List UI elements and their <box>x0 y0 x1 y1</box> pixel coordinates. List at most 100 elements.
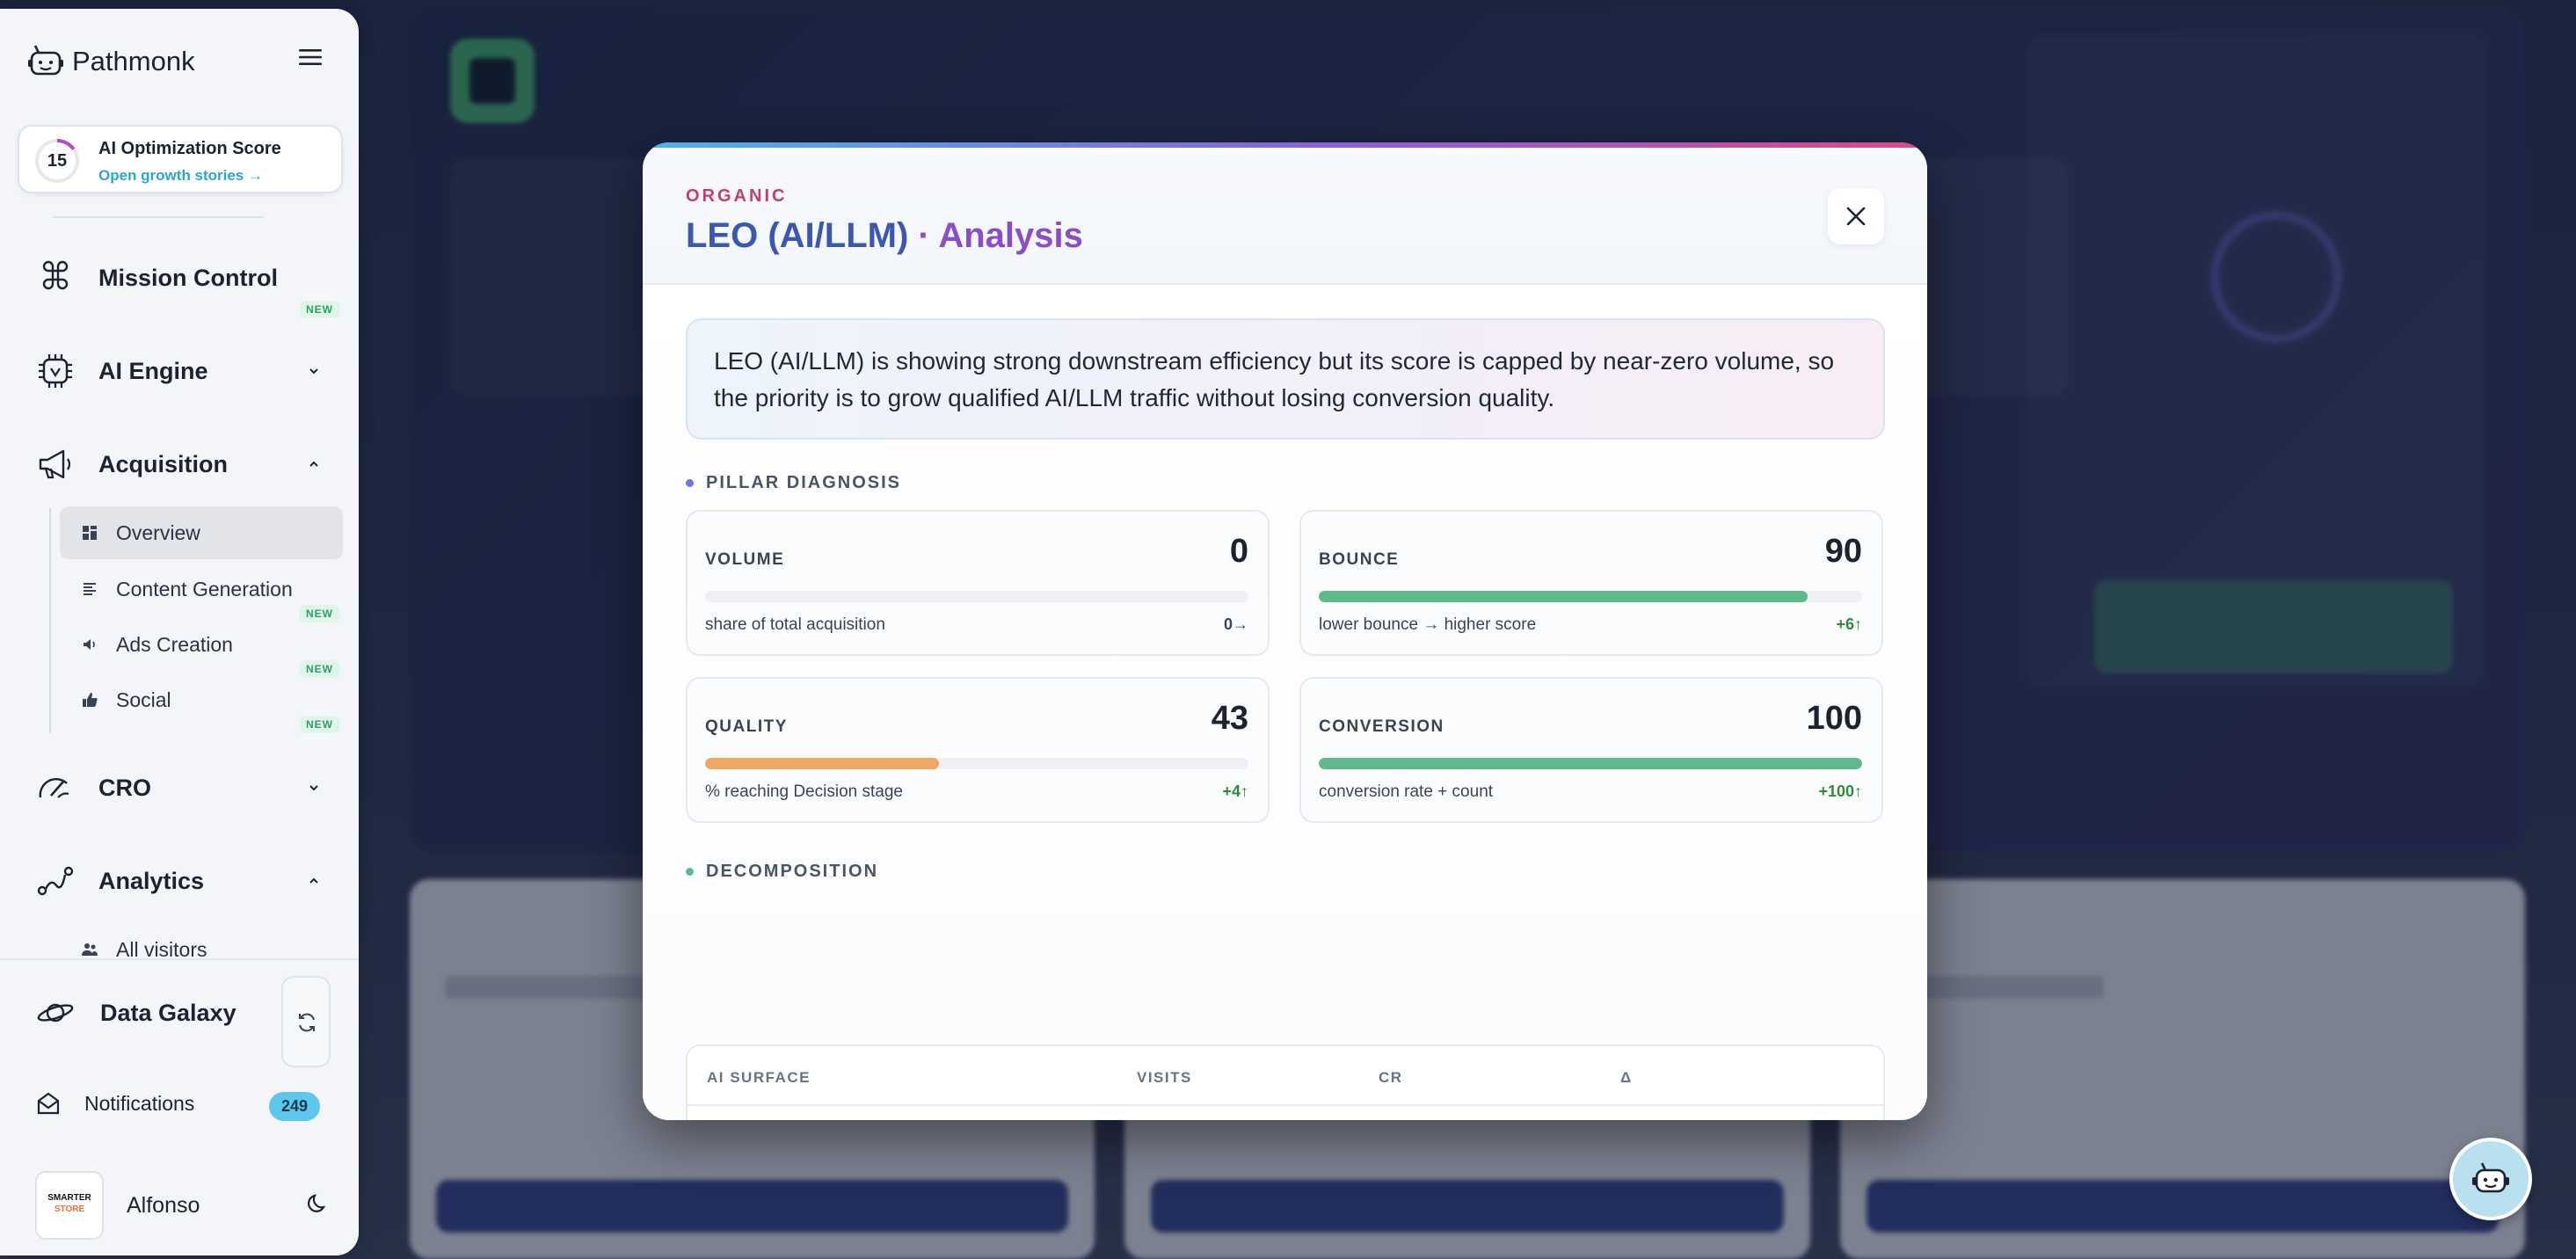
score-ring-icon <box>35 139 79 183</box>
table-header: AI SURFACE VISITS CR Δ <box>688 1046 1883 1106</box>
section-title: PILLAR DIAGNOSIS <box>706 473 902 492</box>
modal-accent-bar <box>643 142 1927 148</box>
background-logo <box>450 39 535 123</box>
data-galaxy-button[interactable]: Data Galaxy <box>35 995 236 1030</box>
modal-eyebrow: ORGANIC <box>686 186 788 206</box>
column-header: Δ <box>1620 1069 1633 1086</box>
sidebar-item-overview[interactable]: Overview <box>60 506 343 559</box>
sidebar: Pathmonk 15 AI Optimization Score Open g… <box>0 9 359 1255</box>
pillar-diagnosis-heading: PILLAR DIAGNOSIS <box>686 473 901 493</box>
assistant-bot-button[interactable] <box>2449 1138 2532 1220</box>
pillar-progress-fill <box>1319 758 1862 769</box>
score-value: 15 <box>47 151 68 171</box>
avatar: SMARTER STORE <box>35 1171 104 1240</box>
new-badge: NEW <box>299 660 340 678</box>
pillar-delta: +100↑ <box>1818 782 1862 800</box>
pillar-score: 90 <box>1824 533 1862 570</box>
close-icon <box>1846 207 1866 226</box>
chevron-down-icon <box>309 785 318 791</box>
menu-icon[interactable] <box>297 46 324 69</box>
modal-header: ORGANIC LEO (AI/LLM) · Analysis <box>643 148 1927 285</box>
pillar-progress-track <box>1319 591 1862 602</box>
sidebar-item-label: All visitors <box>116 937 207 961</box>
submenu-rail <box>49 508 51 733</box>
modal-title-main: LEO (AI/LLM) <box>686 216 909 255</box>
robot-icon <box>2472 1162 2509 1193</box>
nav-label: Analytics <box>98 867 205 894</box>
pillar-progress-track <box>705 758 1248 769</box>
pillar-delta: +4↑ <box>1222 782 1248 800</box>
pillar-card-conversion: CONVERSION 100 conversion rate + count +100… <box>1299 677 1883 823</box>
ai-optimization-score-card[interactable]: 15 AI Optimization Score Open growth sto… <box>18 125 343 193</box>
pillar-score: 100 <box>1806 700 1862 737</box>
new-badge: NEW <box>299 605 340 622</box>
modal-title: LEO (AI/LLM) · Analysis <box>686 216 1083 256</box>
nav-mission-control[interactable]: Mission Control <box>0 251 359 304</box>
notifications-label: Notifications <box>84 1091 195 1115</box>
background-card <box>1839 879 2525 1259</box>
section-dot <box>686 868 694 876</box>
nav-label: CRO <box>98 774 151 801</box>
brand-name: Pathmonk <box>72 46 195 76</box>
growth-stories-link[interactable]: Open growth stories → <box>98 167 264 184</box>
sidebar-item-label: Ads Creation <box>116 632 233 656</box>
pathmonk-logo-icon <box>28 45 63 76</box>
table-row[interactable]: (direct / untagged)219.5%-8.7% <box>688 1106 1883 1120</box>
pillar-name: QUALITY <box>705 717 788 736</box>
sidebar-divider <box>53 216 264 218</box>
user-name: Alfonso <box>127 1192 200 1218</box>
pillar-description: share of total acquisition <box>705 615 885 634</box>
pillar-description: % reaching Decision stage <box>705 782 903 801</box>
pillar-delta: +6↑ <box>1836 615 1862 633</box>
planet-icon <box>37 1003 74 1022</box>
new-badge: NEW <box>299 716 340 733</box>
sidebar-item-all-visitors[interactable]: All visitors <box>60 923 343 976</box>
avatar-logo-text: STORE <box>54 1204 85 1214</box>
mail-bell-icon <box>37 1092 60 1115</box>
nav-label: Acquisition <box>98 450 228 477</box>
command-icon <box>42 260 69 290</box>
users-icon <box>82 943 98 956</box>
pillar-progress-track <box>705 591 1248 602</box>
trend-line-icon <box>37 866 74 896</box>
user-profile[interactable]: SMARTER STORE Alfonso <box>35 1171 200 1240</box>
decomposition-table: AI SURFACE VISITS CR Δ (direct / untagge… <box>686 1044 1885 1120</box>
close-button[interactable] <box>1828 188 1884 244</box>
pillar-card-bounce: BOUNCE 90 lower bounce → higher score +6↑ <box>1299 510 1883 656</box>
thumbs-up-icon <box>83 693 98 707</box>
speaker-icon <box>84 639 95 650</box>
sidebar-footer: Data Galaxy Notifications 249 SMARTER ST… <box>0 958 359 1255</box>
analysis-summary: LEO (AI/LLM) is showing strong downstrea… <box>686 318 1885 440</box>
pillar-score: 0 <box>1229 533 1248 570</box>
refresh-icon <box>299 1013 315 1032</box>
nav-cro[interactable]: CRO <box>0 761 359 814</box>
score-label: AI Optimization Score <box>98 139 281 158</box>
pillar-name: CONVERSION <box>1319 717 1444 736</box>
chevron-down-icon <box>309 368 318 375</box>
nav-acquisition[interactable]: Acquisition <box>0 438 359 491</box>
nav-analytics[interactable]: Analytics <box>0 855 359 907</box>
pillar-card-quality: QUALITY 43 % reaching Decision stage +4↑ <box>686 677 1270 823</box>
nav-label: AI Engine <box>98 357 208 384</box>
sidebar-item-social[interactable]: Social <box>60 673 343 726</box>
sidebar-item-ads-creation[interactable]: Ads Creation <box>60 618 343 671</box>
chip-icon <box>39 354 72 388</box>
notifications-count-badge: 249 <box>269 1092 321 1121</box>
moon-icon[interactable] <box>306 1192 329 1215</box>
avatar-logo-text: SMARTER <box>47 1193 91 1203</box>
background-green-button <box>2094 580 2453 673</box>
background-ring <box>2210 211 2342 343</box>
background-right-panel <box>2027 35 2485 686</box>
nav-ai-engine[interactable]: AI Engine <box>0 345 359 397</box>
sidebar-item-label: Social <box>116 688 171 711</box>
sidebar-item-content-generation[interactable]: Content Generation <box>60 563 343 615</box>
pillar-progress-track <box>1319 758 1862 769</box>
column-header: AI SURFACE <box>707 1069 811 1086</box>
notifications-button[interactable]: Notifications <box>35 1090 194 1117</box>
modal-title-separator: · <box>908 216 939 255</box>
sidebar-item-label: Overview <box>116 520 200 544</box>
decomposition-heading: DECOMPOSITION <box>686 862 878 882</box>
speedometer-icon <box>39 778 69 798</box>
refresh-button[interactable] <box>281 976 331 1067</box>
dashboard-icon <box>83 526 97 540</box>
